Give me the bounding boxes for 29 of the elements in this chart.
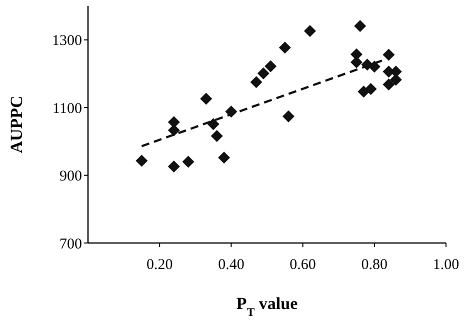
point [257, 67, 270, 80]
point [218, 152, 230, 164]
point [278, 42, 291, 54]
point [382, 48, 395, 61]
point [368, 60, 380, 73]
point [207, 118, 220, 130]
x-axis-title: P$_{T}$ value [236, 294, 298, 319]
y-tick-label: 1300 [52, 33, 82, 50]
point [364, 82, 377, 95]
point [182, 156, 194, 168]
point [382, 78, 395, 91]
point [168, 160, 180, 172]
point [136, 154, 148, 167]
y-axis-title: AUPPC [7, 96, 26, 154]
x-tick-label: 0.80 [361, 257, 388, 273]
x-tick-label: 1.00 [432, 257, 460, 273]
x-tick-label: 0.40 [218, 257, 244, 273]
y-tick-label: 1100 [52, 100, 82, 117]
point [200, 92, 212, 105]
y-tick-label: 900 [60, 168, 82, 185]
point [304, 25, 316, 38]
point [354, 20, 366, 32]
point [250, 76, 262, 88]
x-tick-label: 0.20 [146, 257, 173, 273]
y-tick-label: 700 [60, 236, 82, 252]
x-tick-label: 0.60 [290, 257, 316, 273]
point [282, 110, 294, 122]
point [210, 130, 223, 142]
point [264, 60, 277, 72]
